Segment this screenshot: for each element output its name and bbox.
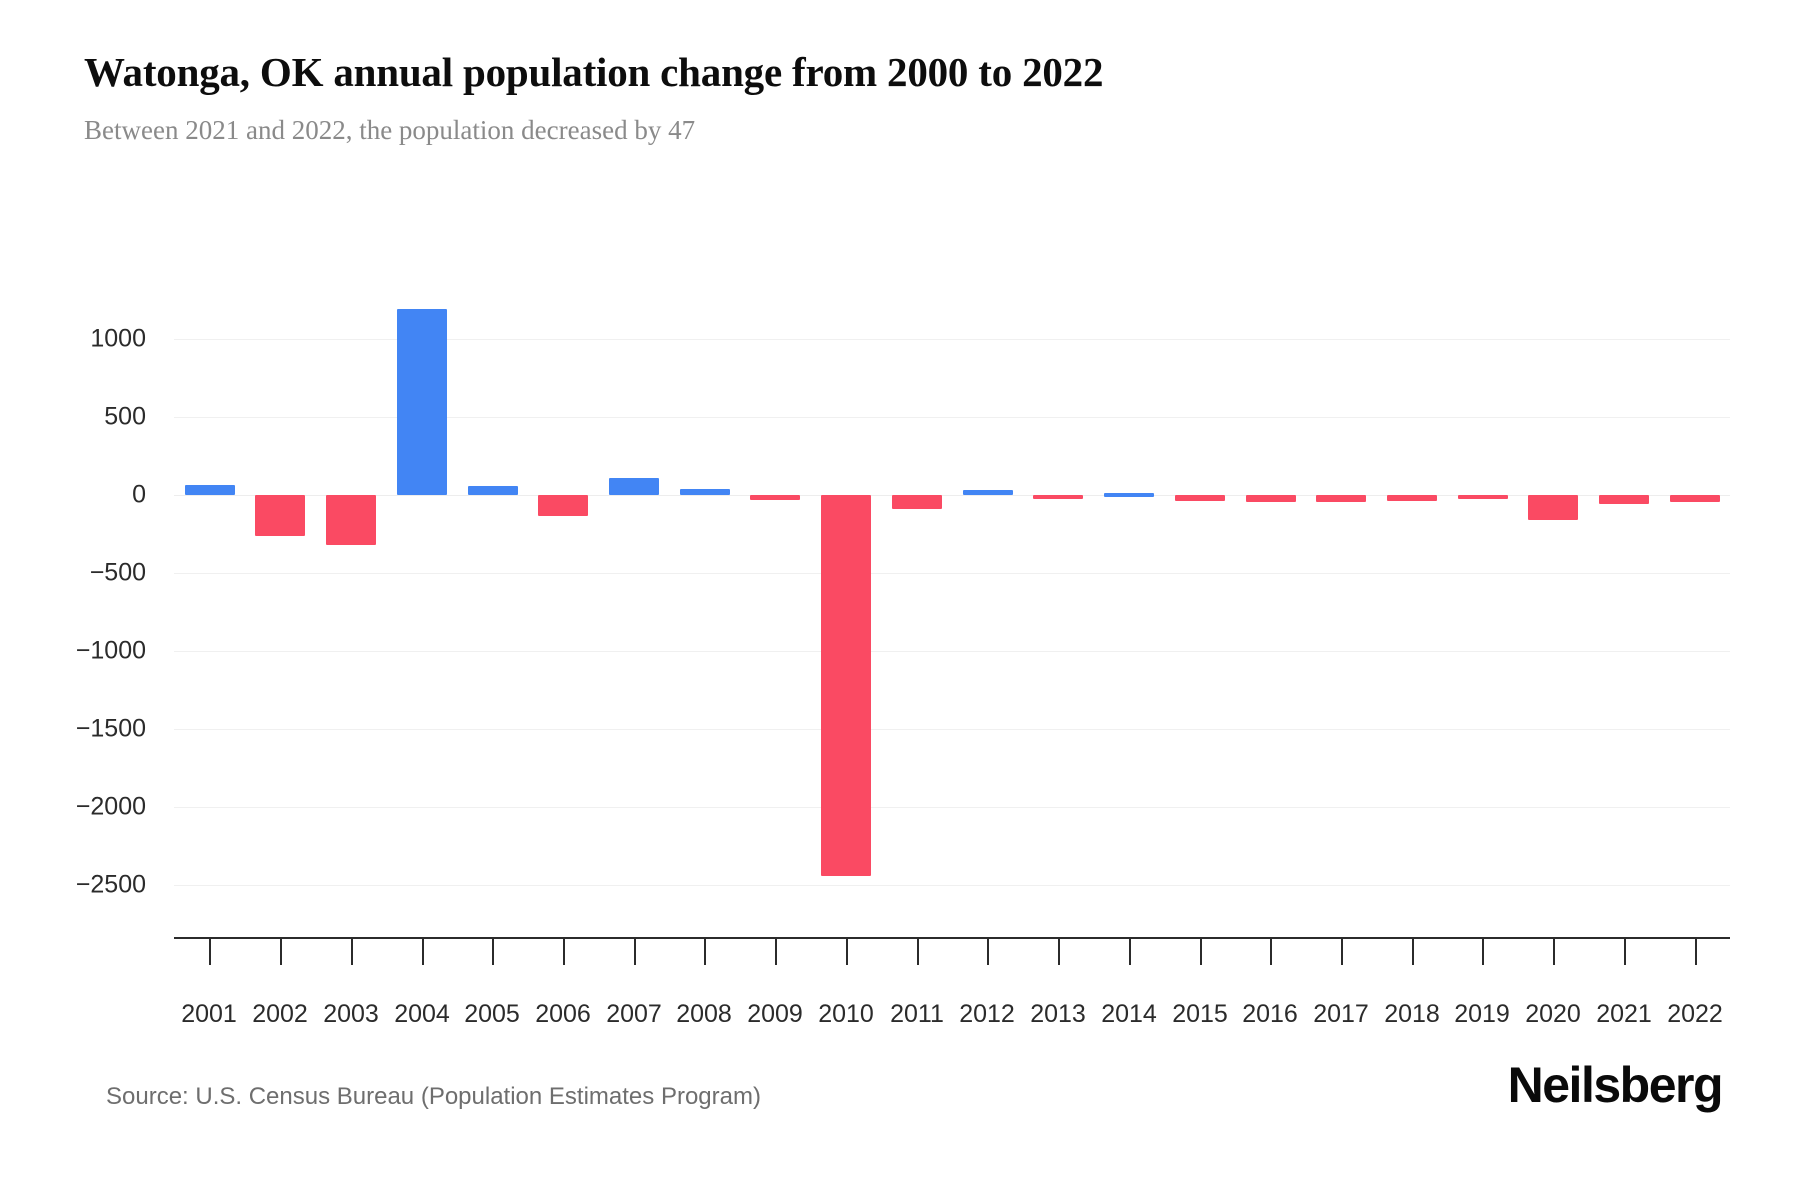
x-axis-tick-mark <box>1270 939 1272 965</box>
x-axis-tick-label: 2007 <box>606 1000 662 1028</box>
bar-2001[interactable] <box>185 485 235 495</box>
brand-logo: Neilsberg <box>1507 1057 1724 1113</box>
chart-subtitle: Between 2021 and 2022, the population de… <box>84 115 696 146</box>
x-axis-tick-mark <box>634 939 636 965</box>
x-axis-tick-mark <box>1129 939 1131 965</box>
source-note: Source: U.S. Census Bureau (Population E… <box>106 1083 761 1110</box>
x-axis-tick-label: 2014 <box>1101 1000 1157 1028</box>
x-axis-tick-label: 2016 <box>1242 1000 1298 1028</box>
x-axis-tick-mark <box>209 939 211 965</box>
y-axis-tick-label: −2500 <box>75 870 146 899</box>
gridline <box>174 729 1730 730</box>
bar-2010[interactable] <box>821 495 871 876</box>
x-axis-tick-label: 2004 <box>394 1000 450 1028</box>
x-axis-tick-label: 2019 <box>1454 1000 1510 1028</box>
bar-2004[interactable] <box>397 309 447 495</box>
zero-line <box>174 495 1730 496</box>
x-axis-tick-mark <box>280 939 282 965</box>
gridline <box>174 651 1730 652</box>
x-axis-tick-mark <box>1553 939 1555 965</box>
x-axis-tick-label: 2015 <box>1172 1000 1228 1028</box>
x-axis-tick-label: 2005 <box>464 1000 520 1028</box>
x-axis-tick-mark <box>1341 939 1343 965</box>
bar-2021[interactable] <box>1599 495 1649 504</box>
bar-2015[interactable] <box>1175 495 1225 501</box>
bar-2014[interactable] <box>1104 493 1154 497</box>
bar-2018[interactable] <box>1387 495 1437 501</box>
x-axis-tick-mark <box>1200 939 1202 965</box>
gridline <box>174 417 1730 418</box>
x-axis-tick-label: 2021 <box>1596 1000 1652 1028</box>
bar-2016[interactable] <box>1246 495 1296 502</box>
x-axis-tick-mark <box>492 939 494 965</box>
bar-2005[interactable] <box>468 486 518 495</box>
x-axis-line <box>174 937 1730 939</box>
x-axis-tick-mark <box>775 939 777 965</box>
bar-2006[interactable] <box>538 495 588 516</box>
x-axis-tick-label: 2008 <box>676 1000 732 1028</box>
bar-2002[interactable] <box>255 495 305 536</box>
bar-2003[interactable] <box>326 495 376 545</box>
bar-2013[interactable] <box>1033 495 1083 499</box>
x-axis-tick-label: 2012 <box>959 1000 1015 1028</box>
x-axis-tick-label: 2011 <box>890 1000 944 1028</box>
x-axis-tick-mark <box>563 939 565 965</box>
bar-2009[interactable] <box>750 495 800 500</box>
gridline <box>174 807 1730 808</box>
bar-2008[interactable] <box>680 489 730 495</box>
bar-2022[interactable] <box>1670 495 1720 502</box>
x-axis-tick-mark <box>351 939 353 965</box>
x-axis-tick-mark <box>1695 939 1697 965</box>
x-axis-tick-mark <box>846 939 848 965</box>
x-axis-tick-label: 2020 <box>1525 1000 1581 1028</box>
y-axis-tick-label: 500 <box>104 402 146 431</box>
bar-2017[interactable] <box>1316 495 1366 502</box>
x-axis-tick-label: 2009 <box>747 1000 803 1028</box>
bar-2020[interactable] <box>1528 495 1578 520</box>
x-axis-tick-label: 2022 <box>1667 1000 1723 1028</box>
y-axis-tick-label: −1500 <box>75 714 146 743</box>
x-axis-tick-mark <box>1058 939 1060 965</box>
x-axis-tick-mark <box>987 939 989 965</box>
bar-2019[interactable] <box>1458 495 1508 499</box>
x-axis-tick-label: 2003 <box>323 1000 379 1028</box>
bar-2012[interactable] <box>963 490 1013 495</box>
bar-2011[interactable] <box>892 495 942 509</box>
x-axis-tick-mark <box>917 939 919 965</box>
bar-2007[interactable] <box>609 478 659 495</box>
gridline <box>174 885 1730 886</box>
x-axis-tick-mark <box>422 939 424 965</box>
gridline <box>174 573 1730 574</box>
x-axis-tick-label: 2001 <box>181 1000 237 1028</box>
x-axis-tick-label: 2013 <box>1030 1000 1086 1028</box>
gridline <box>174 339 1730 340</box>
x-axis-tick-label: 2017 <box>1313 1000 1369 1028</box>
y-axis-tick-label: −2000 <box>75 792 146 821</box>
x-axis-tick-mark <box>1482 939 1484 965</box>
y-axis-tick-label: 1000 <box>90 324 146 353</box>
x-axis-tick-mark <box>704 939 706 965</box>
y-axis-tick-label: 0 <box>132 480 146 509</box>
y-axis-tick-label: −1000 <box>75 636 146 665</box>
x-axis-tick-label: 2006 <box>535 1000 591 1028</box>
x-axis-tick-mark <box>1412 939 1414 965</box>
page-title: Watonga, OK annual population change fro… <box>84 49 1104 95</box>
x-axis-tick-label: 2018 <box>1384 1000 1440 1028</box>
chart-header: Watonga, OK annual population change fro… <box>84 48 1724 147</box>
y-axis-tick-label: −500 <box>89 558 146 587</box>
x-axis-tick-label: 2002 <box>252 1000 308 1028</box>
x-axis-tick-mark <box>1624 939 1626 965</box>
x-axis-tick-label: 2010 <box>818 1000 874 1028</box>
